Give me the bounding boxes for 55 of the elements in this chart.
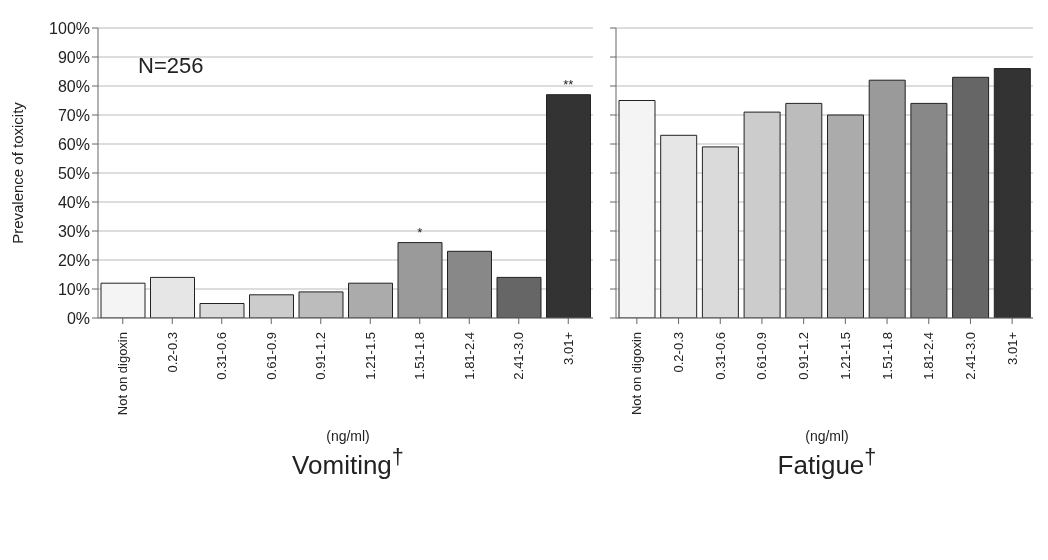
text: Fatigue$^{†}$	[776, 444, 878, 481]
x-axis-title: (ng/ml)	[804, 428, 850, 444]
y-axis-title: Prevalence of toxicity	[9, 101, 27, 244]
x-tick-label: 1.51-1.8	[879, 332, 895, 380]
bar	[993, 68, 1031, 318]
x-tick-label: Not on digoxin	[629, 332, 645, 416]
y-tick-label: 70%	[57, 106, 90, 124]
x-tick-label: 2.41-3.0	[962, 332, 978, 380]
bar	[100, 282, 146, 318]
y-tick-label: 80%	[57, 77, 90, 95]
bar	[150, 276, 195, 318]
x-tick-label: 0.2-0.3	[671, 332, 687, 373]
x-tick-label: 1.51-1.8	[412, 332, 428, 380]
bar	[660, 134, 698, 318]
bar	[249, 294, 294, 318]
x-tick-label: 0.2-0.3	[164, 332, 180, 373]
x-tick-label: 0.91-1.2	[796, 332, 812, 380]
x-tick-label: 0.31-0.6	[214, 332, 230, 380]
x-tick-label: 1.81-2.4	[921, 332, 937, 380]
annotation: N=256	[138, 53, 204, 79]
y-tick-label: 10%	[57, 280, 90, 298]
y-tick-label: 40%	[57, 193, 90, 211]
bar	[199, 303, 245, 318]
bar	[618, 100, 656, 318]
bar	[827, 114, 864, 318]
x-tick-label: 2.41-3.0	[511, 332, 527, 380]
x-tick-label: 0.61-0.9	[754, 332, 770, 380]
y-tick-label: 50%	[57, 164, 90, 182]
bar	[868, 79, 906, 318]
bar	[348, 282, 393, 318]
text: Vomiting$^{†}$	[291, 444, 405, 481]
x-tick-label: 0.61-0.9	[263, 332, 279, 380]
y-tick-label: 90%	[57, 48, 90, 66]
y-tick-label: 30%	[57, 222, 90, 240]
bar	[701, 146, 739, 318]
bar	[743, 111, 781, 318]
x-tick-label: 1.21-1.5	[362, 332, 378, 380]
annotation: *	[417, 224, 423, 240]
x-tick-label: 0.91-1.2	[313, 332, 329, 380]
x-tick-label: 3.01+	[560, 332, 576, 365]
y-tick-label: 20%	[57, 251, 90, 269]
x-tick-label: 1.21-1.5	[837, 332, 853, 380]
annotation: **	[563, 76, 574, 92]
bar	[910, 102, 948, 318]
y-tick-label: 60%	[57, 135, 90, 153]
y-tick-label: 100%	[49, 19, 90, 37]
x-tick-label: 1.81-2.4	[461, 332, 477, 380]
x-tick-label: 0.31-0.6	[712, 332, 728, 380]
bar	[397, 242, 443, 318]
y-tick-label: 0%	[66, 309, 90, 327]
bar	[447, 250, 492, 318]
bar	[546, 94, 591, 318]
x-tick-label: Not on digoxin	[115, 332, 131, 416]
x-tick-label: 3.01+	[1004, 332, 1020, 365]
x-axis-title: (ng/ml)	[325, 428, 371, 444]
